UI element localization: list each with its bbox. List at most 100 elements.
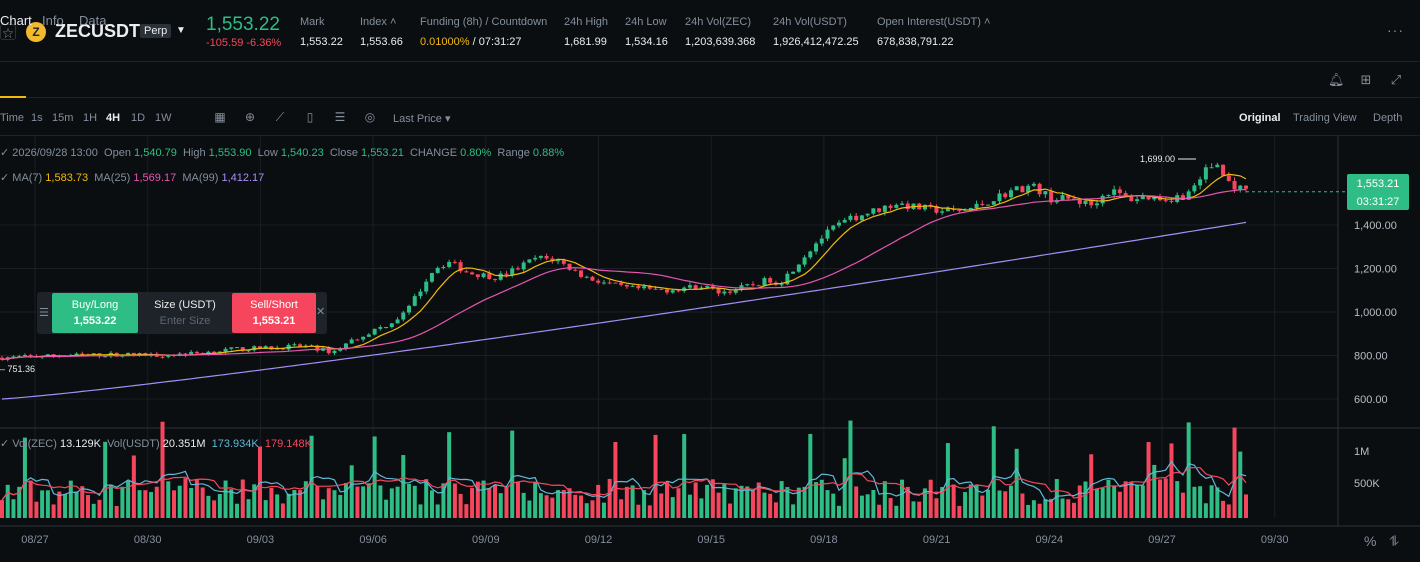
volume-bar	[756, 482, 761, 518]
volume-bar	[1180, 492, 1185, 518]
candle-body	[567, 263, 572, 270]
candle-body	[1209, 167, 1214, 169]
stat-label-open-interest[interactable]: Open Interest(USDT) ˄	[877, 16, 991, 28]
volume-bar	[418, 504, 423, 518]
interval-1h[interactable]: 1H	[83, 112, 98, 124]
candlestick-chart[interactable]: 08/27 08/30 09/03 09/06 09/09 09/12 09/15 09/18…	[0, 136, 1420, 562]
volume-bar	[1089, 454, 1094, 518]
view-trading-view[interactable]: Trading View	[1293, 112, 1357, 124]
view-depth[interactable]: Depth	[1373, 112, 1403, 124]
more-horizontal-icon[interactable]: ···	[1387, 22, 1404, 38]
buy-long-button[interactable]: Buy/Long 1,553.22	[52, 293, 138, 333]
candle-body	[716, 287, 721, 294]
ma25-label: MA(25)	[94, 172, 131, 184]
candle-body	[986, 204, 991, 206]
volume-bar	[1037, 503, 1042, 518]
volume-bar	[68, 480, 73, 518]
price-tick-label: 800.00	[1354, 351, 1388, 363]
symbol-dropdown-icon[interactable]: ▼	[176, 25, 186, 36]
close-icon[interactable]: ✕	[316, 306, 326, 318]
volume-bar	[464, 504, 469, 518]
stat-label-funding: Funding (8h) / Countdown	[420, 16, 548, 28]
compare-icon[interactable]: ◎	[364, 110, 376, 124]
candle-body	[349, 339, 354, 344]
volume-bar	[745, 486, 750, 518]
volume-bar	[1026, 504, 1031, 518]
volume-bar	[63, 494, 68, 518]
interval-time[interactable]: Time	[0, 112, 25, 124]
price-type-select[interactable]: Last Price ▾	[393, 113, 451, 125]
volume-bar	[355, 486, 360, 518]
interval-4h[interactable]: 4H	[106, 112, 121, 124]
grid-icon[interactable]: ⊞	[1360, 72, 1372, 87]
ohlc-open: 1,540.79	[134, 147, 177, 159]
candle-body	[819, 238, 824, 244]
volume-bar	[601, 502, 606, 518]
candle-body	[940, 211, 945, 213]
symbol-name[interactable]: ZECUSDT	[55, 21, 140, 41]
volume-bar	[768, 493, 773, 518]
candle-body	[538, 255, 543, 258]
volume-bar	[137, 490, 142, 518]
ohlc-change-label: CHANGE	[409, 147, 458, 159]
indicator-icon[interactable]: ⟋	[275, 110, 285, 124]
vol-collapse-icon[interactable]: ✓	[0, 438, 10, 450]
interval-1s[interactable]: 1s	[31, 112, 43, 124]
candle-body	[160, 356, 165, 358]
candle-body	[292, 344, 297, 346]
volume-bar	[154, 486, 159, 518]
volume-bar	[1163, 478, 1168, 518]
auto-scale-icon[interactable]: ⥮	[1389, 533, 1400, 549]
crosshair-icon[interactable]: ⊕	[244, 110, 256, 124]
volume-bar	[1100, 487, 1105, 518]
ohlc-low-label: Low	[257, 147, 278, 159]
settings-icon[interactable]: ☰	[334, 110, 346, 124]
size-placeholder[interactable]: Enter Size	[159, 315, 211, 327]
ma-collapse-icon[interactable]: ✓	[0, 172, 10, 184]
volume-bar	[1135, 485, 1140, 518]
bell-icon[interactable]: 🔔︎	[1328, 72, 1345, 87]
volume-bar	[108, 484, 113, 518]
volume-bar	[183, 478, 188, 518]
volume-bar	[378, 485, 383, 518]
legend-collapse-icon[interactable]: ✓	[0, 147, 10, 159]
volume-bar	[51, 504, 56, 518]
tab-data[interactable]: Data	[79, 13, 107, 28]
candle-body	[556, 260, 561, 262]
candle-type-icon[interactable]: ▯	[306, 110, 314, 124]
volume-bar	[206, 495, 211, 518]
percent-icon[interactable]: %	[1364, 533, 1377, 549]
volume-bar	[796, 487, 801, 518]
tab-chart[interactable]: Chart	[0, 13, 32, 28]
view-original[interactable]: Original	[1239, 112, 1281, 124]
interval-1w[interactable]: 1W	[155, 112, 172, 124]
volume-bar	[229, 489, 234, 518]
stat-label-index[interactable]: Index ˄	[360, 16, 397, 28]
volume-bar	[120, 486, 125, 518]
size-input[interactable]: Size (USDT) Enter Size	[140, 293, 230, 333]
volume-bar	[561, 490, 566, 518]
volume-bar	[286, 493, 291, 518]
volume-bar	[429, 490, 434, 518]
expand-icon[interactable]: ⤢	[1390, 72, 1402, 87]
tab-info[interactable]: Info	[42, 13, 64, 28]
calendar-icon[interactable]: ▦	[214, 110, 226, 124]
candle-body	[848, 215, 853, 220]
candle-body	[470, 272, 475, 275]
ma25-line	[1, 188, 1247, 361]
candle-body	[183, 353, 188, 356]
candle-body	[1003, 193, 1008, 198]
volume-bar	[1031, 500, 1036, 518]
candle-body	[974, 203, 979, 209]
volume-bar	[877, 504, 882, 518]
interval-1d[interactable]: 1D	[131, 112, 146, 124]
interval-15m[interactable]: 15m	[52, 112, 74, 124]
candle-body	[80, 353, 85, 355]
x-tick-label: 08/27	[21, 534, 49, 546]
drag-handle-icon[interactable]: ☰	[39, 307, 49, 319]
ma7-label: MA(7)	[12, 172, 43, 184]
volume-bar	[361, 486, 366, 518]
favorite-star-icon[interactable]: ☆	[0, 24, 16, 41]
sell-short-button[interactable]: Sell/Short 1,553.21	[232, 293, 316, 333]
volume-bar	[527, 500, 532, 518]
